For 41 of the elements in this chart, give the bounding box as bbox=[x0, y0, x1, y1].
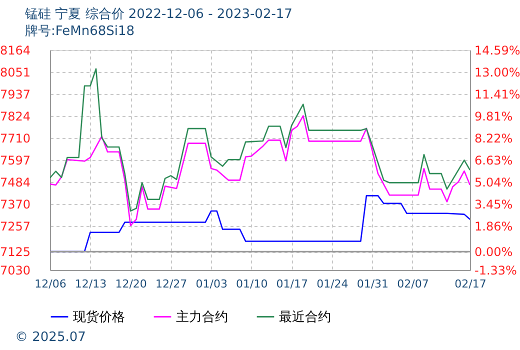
x-tick-label: 12/20 bbox=[115, 278, 147, 290]
y-tick-label: 7257 bbox=[0, 219, 30, 234]
y2-tick-label: 9.81% bbox=[474, 110, 513, 124]
legend-label: 最近合约 bbox=[279, 310, 331, 325]
y2-tick-label: 1.86% bbox=[474, 219, 513, 234]
y2-tick-label: 0.00% bbox=[474, 245, 513, 260]
chart-title: 锰硅 宁夏 综合价 2022-12-06 - 2023-02-17 bbox=[24, 6, 292, 22]
y-tick-label: 8164 bbox=[0, 44, 30, 58]
y2-tick-label: 11.41% bbox=[474, 87, 520, 102]
y-tick-label: 8051 bbox=[0, 65, 30, 80]
y2-tick-label: 8.22% bbox=[474, 132, 513, 146]
line-series bbox=[50, 115, 470, 226]
legend-label: 现货价格 bbox=[73, 310, 125, 325]
x-tick-label: 01/24 bbox=[316, 278, 348, 290]
y-tick-label: 7597 bbox=[0, 154, 30, 168]
y-tick-label: 7710 bbox=[0, 132, 30, 146]
chart-subtitle: 牌号:FeMn68Si18 bbox=[25, 24, 135, 39]
x-tick-label: 12/13 bbox=[74, 278, 107, 290]
y-tick-label: 7824 bbox=[0, 109, 30, 124]
y-tick-label: 7937 bbox=[0, 88, 30, 102]
x-tick-label: 12/06 bbox=[34, 278, 66, 290]
x-tick-label: 02/07 bbox=[397, 278, 429, 290]
line-series bbox=[50, 68, 470, 212]
x-tick-label: 01/03 bbox=[196, 278, 228, 290]
x-tick-label: 12/27 bbox=[155, 278, 188, 290]
y-tick-label: 7125 bbox=[0, 245, 30, 260]
x-tick-label: 02/17 bbox=[454, 278, 486, 290]
text: © 2025.07 bbox=[15, 330, 86, 345]
y2-tick-label: 3.45% bbox=[474, 197, 513, 212]
y-tick-label: 7030 bbox=[0, 264, 30, 278]
x-tick-label: 01/10 bbox=[236, 278, 268, 290]
y2-tick-label: -1.33% bbox=[474, 264, 517, 278]
y-tick-label: 7484 bbox=[0, 175, 30, 190]
y2-tick-label: 13.00% bbox=[474, 65, 520, 80]
legend-label: 主力合约 bbox=[176, 308, 228, 325]
y-tick-label: 7370 bbox=[0, 198, 30, 212]
y2-tick-label: 6.63% bbox=[474, 154, 513, 168]
y2-tick-label: 14.59% bbox=[474, 44, 520, 58]
x-tick-label: 01/31 bbox=[356, 278, 389, 290]
x-tick-label: 01/17 bbox=[276, 278, 308, 290]
y2-tick-label: 5.04% bbox=[474, 175, 513, 190]
